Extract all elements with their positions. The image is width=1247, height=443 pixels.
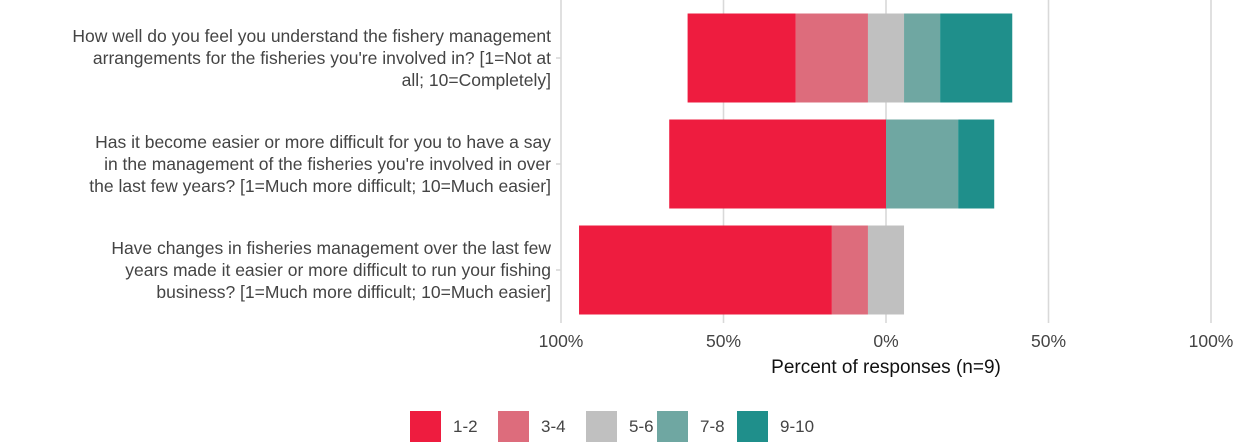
x-axis-title: Percent of responses (n=9) (771, 357, 1001, 378)
bar-segment-9-10 (958, 119, 995, 209)
legend-label: 5-6 (629, 417, 654, 436)
legend-swatch (410, 411, 441, 442)
legend-swatch (498, 411, 529, 442)
legend-swatch (657, 411, 688, 442)
category-labels: How well do you feel you understand the … (72, 26, 551, 302)
bar-segment-3-4 (795, 13, 868, 103)
category-label-line: all; 10=Completely] (402, 70, 551, 90)
category-label-line: Have changes in fisheries management ove… (111, 238, 551, 258)
legend-label: 9-10 (780, 417, 814, 436)
legend: 1-2 3-4 5-6 7-8 9-10 (410, 411, 814, 442)
category-label-line: years made it easier or more difficult t… (125, 260, 551, 280)
legend-label: 3-4 (541, 417, 566, 436)
x-axis-ticks: 100% 50% 0% 50% 100% (539, 331, 1234, 351)
bar-segment-7-8 (886, 119, 959, 209)
x-tick-label: 100% (539, 331, 584, 351)
x-tick-label: 0% (873, 331, 898, 351)
legend-label: 1-2 (453, 417, 478, 436)
bar-segment-5-6 (867, 225, 905, 315)
x-tick-label: 50% (1031, 331, 1066, 351)
x-tick-label: 50% (706, 331, 741, 351)
bar-segment-1-2 (669, 119, 886, 209)
bar-segment-5-6 (867, 13, 905, 103)
bar-segment-1-2 (579, 225, 832, 315)
category-label-line: the last few years? [1=Much more difficu… (89, 176, 551, 196)
category-label-line: How well do you feel you understand the … (72, 26, 551, 46)
bar-segment-1-2 (687, 13, 796, 103)
bar-segment-7-8 (904, 13, 941, 103)
category-label-line: in the management of the fisheries you'r… (104, 154, 551, 174)
category-label-line: arrangements for the fisheries you're in… (93, 48, 551, 68)
legend-swatch (737, 411, 768, 442)
category-label-line: business? [1=Much more difficult; 10=Muc… (156, 282, 551, 302)
legend-label: 7-8 (700, 417, 725, 436)
bar-segment-3-4 (831, 225, 868, 315)
x-tick-label: 100% (1189, 331, 1234, 351)
bar-segment-9-10 (940, 13, 1013, 103)
bars (579, 13, 1013, 315)
legend-swatch (586, 411, 617, 442)
category-label-line: Has it become easier or more difficult f… (95, 132, 551, 152)
